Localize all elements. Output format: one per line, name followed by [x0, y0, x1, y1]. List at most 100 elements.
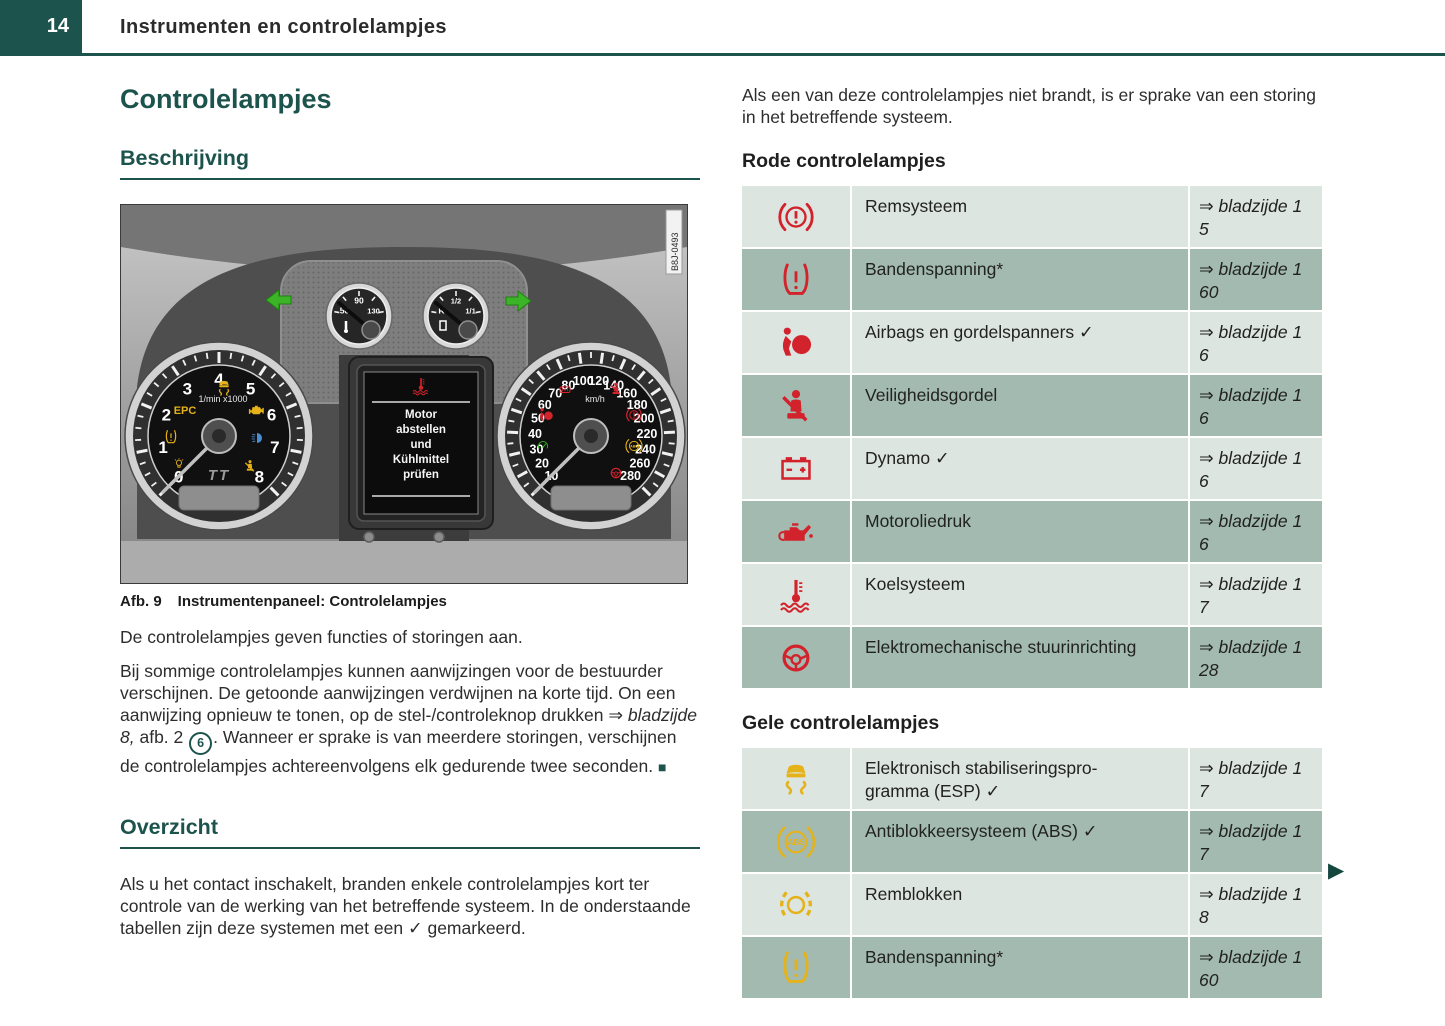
cross-reference: ⇒ bladzijde 8, [120, 705, 697, 747]
svg-text:90: 90 [354, 296, 364, 306]
page-title: Controlelampjes [120, 84, 332, 114]
warning-light-row: Elektronisch stabiliseringspro-gramma (E… [742, 748, 1322, 809]
warning-label: Airbags en gordelspanners ✓ [852, 312, 1188, 373]
body-paragraph-3: Als u het contact inschakelt, branden en… [120, 873, 691, 938]
svg-text:5: 5 [246, 380, 255, 399]
svg-text:km/h: km/h [585, 394, 605, 404]
image-code: B8J-0493 [670, 232, 680, 271]
svg-text:240: 240 [635, 442, 656, 456]
warning-label: Antiblokkeersysteem (ABS) ✓ [852, 811, 1188, 872]
figure-caption: Afb. 9 Instrumentenpaneel: Controlelampje… [120, 593, 700, 610]
svg-text:1/1: 1/1 [465, 307, 475, 316]
svg-text:70: 70 [548, 386, 562, 400]
warning-label: Remsysteem [852, 186, 1188, 247]
page-reference: ⇒ bladzijde 1 28 [1190, 627, 1322, 688]
svg-text:EPC: EPC [174, 405, 197, 417]
svg-text:Kühlmittel: Kühlmittel [393, 454, 449, 466]
body-paragraph-1: De controlelampjes geven functies of sto… [120, 627, 523, 647]
coolant-icon [742, 564, 850, 625]
warning-label: Elektromechanische stuurinrichting [852, 627, 1188, 688]
warning-light-row: Bandenspanning* ⇒ bladzijde 1 60 [742, 249, 1322, 310]
svg-text:220: 220 [637, 427, 658, 441]
tire-pressure-icon [742, 937, 850, 998]
svg-text:200: 200 [634, 412, 655, 426]
svg-text:4: 4 [214, 370, 224, 389]
warning-label: Elektronisch stabiliseringspro-gramma (E… [852, 748, 1188, 809]
svg-text:6: 6 [267, 405, 276, 424]
warning-label: Remblokken [852, 874, 1188, 935]
svg-text:7: 7 [270, 438, 279, 457]
svg-text:100: 100 [573, 374, 594, 388]
figure-caption-label: Afb. 9 [120, 593, 162, 610]
svg-text:prüfen: prüfen [403, 469, 439, 481]
page-reference: ⇒ bladzijde 1 60 [1190, 937, 1322, 998]
svg-text:120: 120 [588, 374, 609, 388]
section-heading-beschrijving: Beschrijving [120, 146, 700, 180]
page-number-box: 14 [0, 0, 82, 53]
instrument-cluster-illustration: 5090130°CR1/21/1MotorabstellenundKühlmit… [121, 205, 687, 583]
svg-text:30: 30 [530, 442, 544, 456]
seatbelt-icon [742, 375, 850, 436]
warning-label: Bandenspanning* [852, 937, 1188, 998]
warning-light-row: Antiblokkeersysteem (ABS) ✓ ⇒ bladzijde 1… [742, 811, 1322, 872]
right-column: Als een van deze controlelampjes niet br… [742, 84, 1322, 1000]
red-warning-lights-table: Remsysteem ⇒ bladzijde 1 5 Bandenspanning* ⇒… [742, 186, 1322, 690]
svg-text:140: 140 [603, 378, 624, 392]
svg-text:und: und [410, 439, 431, 451]
svg-text:20: 20 [535, 457, 549, 471]
svg-text:3: 3 [183, 380, 192, 399]
warning-light-row: Elektromechanische stuurinrichting ⇒ blad… [742, 627, 1322, 688]
header-divider [0, 53, 1445, 56]
svg-text:8: 8 [255, 467, 264, 486]
chapter-title: Instrumenten en controlelampjes [120, 16, 447, 38]
warning-label: Motoroliedruk [852, 501, 1188, 562]
oil-pressure-icon [742, 501, 850, 562]
svg-text:180: 180 [627, 398, 648, 412]
svg-text:130: 130 [367, 307, 380, 316]
section-heading-overzicht: Overzicht [120, 815, 700, 849]
circled-number: 6 [189, 731, 213, 755]
svg-text:40: 40 [528, 427, 542, 441]
battery-icon [742, 438, 850, 499]
section-end-marker: ■ [658, 758, 667, 775]
svg-text:R: R [438, 306, 444, 316]
svg-text:TT: TT [208, 467, 230, 484]
svg-text:50: 50 [340, 306, 350, 316]
figure-caption-text: Instrumentenpaneel: Controlelampjes [177, 593, 447, 610]
brake-warning-icon [742, 186, 850, 247]
warning-label: Dynamo ✓ [852, 438, 1188, 499]
left-column: Controlelampjes Beschrijving 5090130°CR1… [120, 84, 700, 939]
warning-label: Veiligheidsgordel [852, 375, 1188, 436]
yellow-lights-heading: Gele controlelampjes [742, 712, 940, 734]
svg-text:260: 260 [629, 457, 650, 471]
tire-pressure-icon [742, 249, 850, 310]
svg-text:280: 280 [620, 469, 641, 483]
warning-label: Bandenspanning* [852, 249, 1188, 310]
page-number: 14 [46, 15, 69, 37]
svg-text:abstellen: abstellen [396, 424, 446, 436]
svg-text:2: 2 [162, 405, 171, 424]
brake-pads-icon [742, 874, 850, 935]
svg-text:160: 160 [616, 386, 637, 400]
svg-text:Motor: Motor [405, 409, 437, 421]
body-paragraph-2: Bij sommige controlelampjes kunnen aanwi… [120, 661, 697, 776]
esp-icon [742, 748, 850, 809]
svg-text:1: 1 [158, 438, 167, 457]
svg-text:1/2: 1/2 [451, 297, 461, 306]
instrument-panel-figure: 5090130°CR1/21/1MotorabstellenundKühlmit… [120, 204, 688, 584]
warning-label: Koelsysteem [852, 564, 1188, 625]
